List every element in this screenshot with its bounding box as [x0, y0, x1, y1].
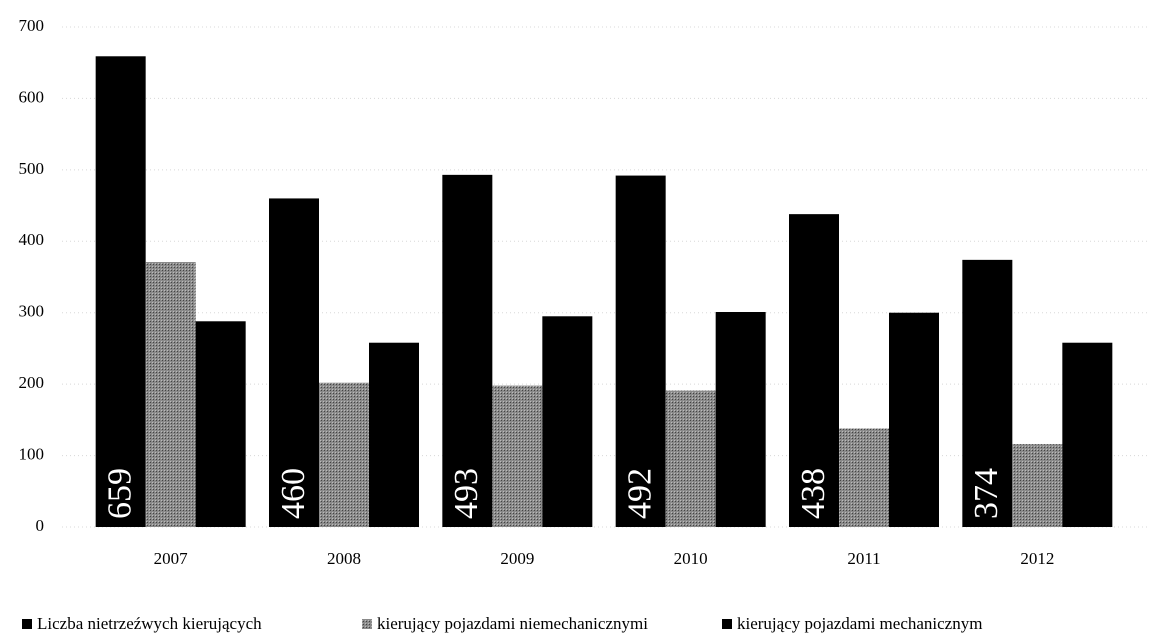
legend-swatch	[722, 619, 732, 629]
bar	[145, 262, 196, 527]
y-tick-label: 600	[19, 87, 45, 106]
value-label: 460	[275, 468, 312, 519]
value-label: 492	[621, 468, 658, 519]
legend-label: kierujący pojazdami niemechanicznymi	[377, 614, 648, 633]
y-tick-label: 400	[19, 230, 45, 249]
bar	[962, 259, 1013, 527]
x-tick-label: 2007	[154, 549, 189, 568]
y-tick-label: 100	[19, 444, 45, 463]
x-tick-label: 2011	[847, 549, 880, 568]
bar	[95, 56, 146, 528]
legend-swatch	[22, 619, 32, 629]
bar	[195, 321, 246, 527]
y-tick-label: 700	[19, 16, 45, 35]
x-tick-label: 2009	[500, 549, 534, 568]
value-label: 659	[101, 468, 138, 519]
bar	[839, 428, 889, 527]
bar	[492, 385, 543, 527]
bar	[715, 312, 766, 527]
x-tick-label: 2012	[1020, 549, 1054, 568]
y-tick-label: 300	[19, 302, 45, 321]
bar	[665, 390, 716, 527]
legend-label: kierujący pojazdami mechanicznym	[737, 614, 982, 633]
bar	[889, 312, 939, 527]
bar	[1012, 444, 1063, 527]
x-tick-label: 2010	[674, 549, 708, 568]
y-tick-label: 0	[36, 516, 45, 535]
y-tick-label: 200	[19, 373, 45, 392]
bar	[542, 316, 593, 527]
value-label: 493	[448, 468, 485, 519]
bar	[269, 198, 319, 527]
bar	[1062, 342, 1113, 527]
bar	[442, 174, 493, 527]
bar	[319, 382, 369, 527]
y-tick-label: 500	[19, 159, 45, 178]
value-label: 438	[795, 468, 832, 519]
x-tick-label: 2008	[327, 549, 361, 568]
value-label: 374	[968, 468, 1005, 519]
bar	[369, 342, 419, 527]
legend-label: Liczba nietrzeźwych kierujących	[37, 614, 262, 633]
bar	[789, 214, 839, 527]
legend-swatch	[362, 619, 372, 629]
bar	[615, 175, 666, 528]
